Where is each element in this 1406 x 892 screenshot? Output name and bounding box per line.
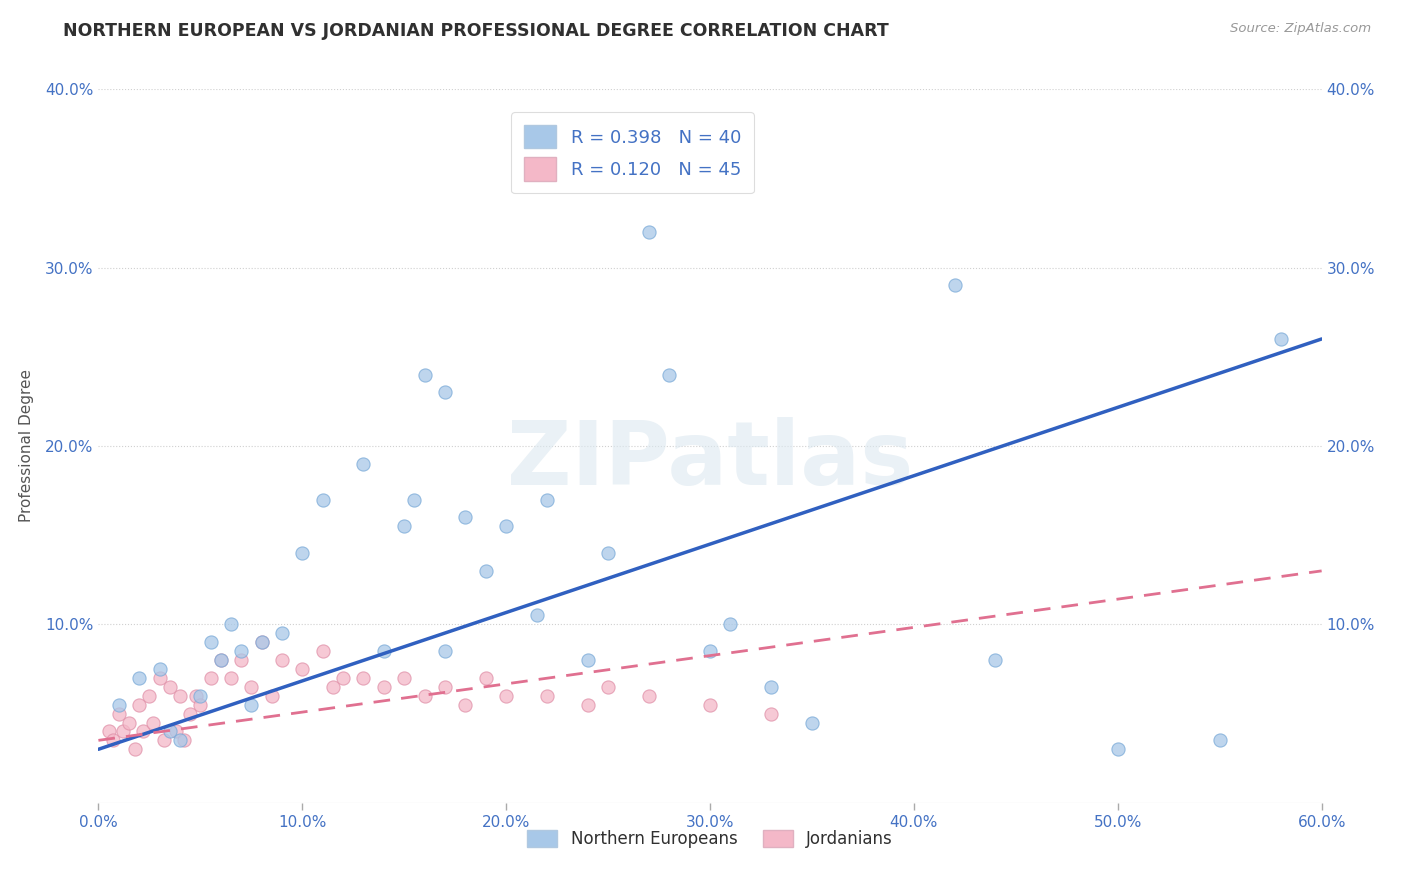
Point: [111, 724, 134, 739]
Point: [108, 706, 131, 721]
Point: [322, 680, 344, 694]
Point: [404, 492, 426, 507]
Legend: Northern Europeans, Jordanians: Northern Europeans, Jordanians: [520, 823, 900, 855]
Point: [434, 680, 457, 694]
Point: [209, 653, 232, 667]
Point: [526, 608, 548, 623]
Point: [169, 733, 191, 747]
Point: [637, 689, 661, 703]
Point: [495, 519, 517, 533]
Point: [434, 385, 457, 400]
Point: [188, 698, 212, 712]
Point: [188, 689, 212, 703]
Point: [392, 519, 416, 533]
Point: [200, 671, 222, 685]
Point: [231, 644, 253, 658]
Point: [250, 635, 273, 649]
Point: [761, 680, 783, 694]
Point: [219, 671, 242, 685]
Point: [270, 626, 294, 640]
Point: [209, 653, 232, 667]
Point: [128, 671, 150, 685]
Point: [332, 671, 354, 685]
Point: [165, 724, 187, 739]
Point: [128, 698, 150, 712]
Point: [474, 671, 498, 685]
Point: [637, 225, 661, 239]
Point: [101, 733, 124, 747]
Point: [576, 653, 599, 667]
Point: [699, 698, 721, 712]
Point: [149, 662, 172, 676]
Point: [801, 715, 824, 730]
Point: [454, 510, 477, 524]
Point: [108, 698, 131, 712]
Point: [576, 698, 599, 712]
Point: [118, 715, 141, 730]
Point: [943, 278, 966, 293]
Point: [240, 698, 263, 712]
Text: Source: ZipAtlas.com: Source: ZipAtlas.com: [1230, 22, 1371, 36]
Point: [159, 724, 181, 739]
Point: [149, 671, 172, 685]
Point: [159, 680, 181, 694]
Y-axis label: Professional Degree: Professional Degree: [18, 369, 34, 523]
Point: [152, 733, 174, 747]
Point: [1107, 742, 1129, 756]
Point: [495, 689, 517, 703]
Point: [658, 368, 681, 382]
Point: [260, 689, 283, 703]
Point: [536, 689, 558, 703]
Point: [270, 653, 294, 667]
Point: [240, 680, 263, 694]
Point: [373, 644, 395, 658]
Point: [138, 689, 160, 703]
Point: [413, 689, 436, 703]
Point: [231, 653, 253, 667]
Point: [392, 671, 416, 685]
Text: ZIPatlas: ZIPatlas: [508, 417, 912, 504]
Text: NORTHERN EUROPEAN VS JORDANIAN PROFESSIONAL DEGREE CORRELATION CHART: NORTHERN EUROPEAN VS JORDANIAN PROFESSIO…: [63, 22, 889, 40]
Point: [97, 724, 120, 739]
Point: [186, 689, 208, 703]
Point: [536, 492, 558, 507]
Point: [200, 635, 222, 649]
Point: [352, 457, 374, 471]
Point: [142, 715, 165, 730]
Point: [1209, 733, 1232, 747]
Point: [474, 564, 498, 578]
Point: [124, 742, 146, 756]
Point: [219, 617, 242, 632]
Point: [761, 706, 783, 721]
Point: [434, 644, 457, 658]
Point: [1270, 332, 1292, 346]
Point: [373, 680, 395, 694]
Point: [598, 680, 620, 694]
Point: [179, 706, 201, 721]
Point: [312, 644, 335, 658]
Point: [250, 635, 273, 649]
Point: [291, 546, 314, 560]
Point: [352, 671, 374, 685]
Point: [312, 492, 335, 507]
Point: [598, 546, 620, 560]
Point: [291, 662, 314, 676]
Point: [718, 617, 742, 632]
Point: [173, 733, 195, 747]
Point: [984, 653, 1007, 667]
Point: [413, 368, 436, 382]
Point: [454, 698, 477, 712]
Point: [132, 724, 155, 739]
Point: [169, 689, 191, 703]
Point: [699, 644, 721, 658]
